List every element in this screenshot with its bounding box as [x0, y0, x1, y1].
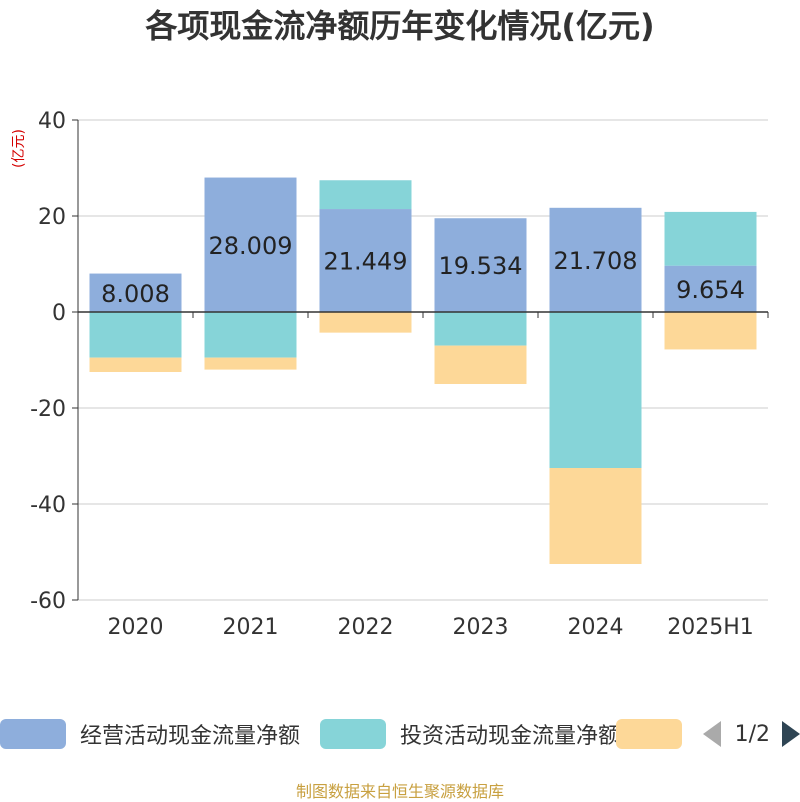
y-tick-label: 40 [38, 109, 66, 134]
bar-segment [549, 312, 642, 468]
pager-next-arrow-icon[interactable] [782, 721, 800, 747]
legend-item-investing[interactable]: 投资活动现金流量净额 [320, 716, 620, 752]
data-label: 28.009 [209, 232, 293, 260]
bar-segment [89, 312, 182, 358]
y-tick-label: -40 [30, 493, 66, 518]
x-tick-label: 2024 [568, 615, 624, 640]
legend-swatch-financing [616, 719, 682, 749]
axes: 40 20 0 -20 -40 -60 2020 2021 2022 2023 2024 2025H1 [30, 109, 769, 640]
data-labels: 8.008 28.009 21.449 19.534 21.708 9.654 [101, 232, 745, 308]
bar-segment [319, 209, 412, 312]
data-label: 21.708 [554, 247, 638, 275]
legend-label-investing: 投资活动现金流量净额 [400, 724, 621, 749]
bars [89, 177, 757, 564]
legend-pager: 1/2 [682, 716, 800, 752]
bar-segment [319, 312, 412, 333]
x-tick-label: 2021 [223, 615, 279, 640]
x-tick-label: 2020 [108, 615, 164, 640]
x-tick-label: 2023 [453, 615, 509, 640]
bar-segment [319, 180, 412, 210]
pager-prev-arrow-icon[interactable] [702, 721, 721, 747]
legend-item-operating[interactable]: 经营活动现金流量净额 [0, 716, 300, 752]
bar-segment [549, 207, 642, 312]
bar-segment [664, 265, 757, 312]
pager-page-indicator: 1/2 [734, 721, 770, 747]
y-tick-label: 0 [52, 301, 66, 326]
bar-segment [434, 218, 527, 312]
data-label: 8.008 [101, 280, 170, 308]
stacked-bar-chart: 40 20 0 -20 -40 -60 2020 2021 2022 2023 2024 2025H1… [30, 109, 769, 640]
x-tick-label: 2025H1 [667, 615, 754, 640]
bar-segment [434, 345, 527, 384]
bar-segment [664, 211, 757, 266]
chart-title: 各项现金流净额历年变化情况(亿元) [145, 7, 655, 45]
data-label: 9.654 [676, 276, 745, 304]
data-label: 21.449 [324, 248, 408, 276]
data-label: 19.534 [439, 252, 523, 280]
y-tick-label: 20 [38, 205, 66, 230]
bar-segment [434, 312, 527, 346]
bar-segment [204, 357, 297, 370]
bar-segment [89, 273, 182, 312]
grid-lines [78, 119, 768, 601]
x-tick-label: 2022 [338, 615, 394, 640]
legend-swatch-investing [320, 719, 386, 749]
data-source-note: 制图数据来自恒生聚源数据库 [295, 782, 504, 801]
y-tick-label: -60 [30, 589, 66, 614]
bar-segment [89, 357, 182, 372]
legend-swatch-operating [0, 719, 66, 749]
legend: 经营活动现金流量净额 投资活动现金流量净额 [0, 716, 800, 756]
bar-segment [204, 177, 297, 312]
bar-segment [664, 312, 757, 350]
y-tick-label: -20 [30, 397, 66, 422]
bar-segment [549, 468, 642, 564]
legend-label-operating: 经营活动现金流量净额 [80, 724, 301, 749]
legend-item-financing[interactable] [616, 716, 696, 752]
bar-segment [204, 312, 297, 358]
